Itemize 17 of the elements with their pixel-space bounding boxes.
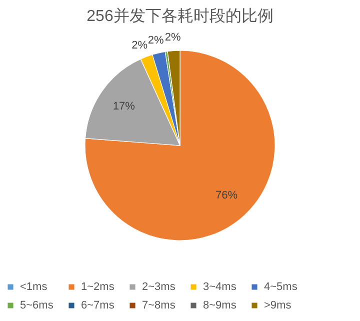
legend-label: <1ms [20, 280, 48, 293]
data-label: 17% [112, 100, 136, 112]
legend-label: 2~3ms [142, 280, 176, 293]
data-label: 76% [215, 190, 238, 202]
legend-label: >9ms [264, 300, 292, 312]
legend-label: 7~8ms [142, 300, 176, 312]
pie-slice [84, 50, 276, 241]
legend-label: 1~2ms [81, 280, 115, 293]
legend-label: 4~5ms [264, 280, 298, 293]
legend-label: 3~4ms [203, 280, 237, 293]
legend-label: 5~6ms [20, 300, 54, 312]
legend-label: 6~7ms [81, 300, 115, 312]
chart-title: 256并发下各耗时段的比例 [86, 7, 274, 25]
data-label: 2% [148, 34, 164, 46]
data-label: 2% [132, 39, 148, 52]
legend-label: 8~9ms [203, 300, 237, 312]
data-label: 2% [164, 32, 182, 44]
